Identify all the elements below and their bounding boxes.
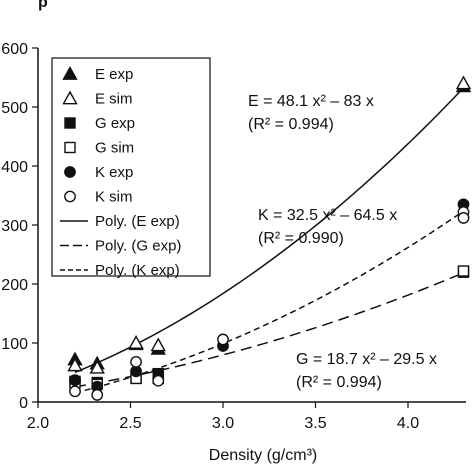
data-point (69, 385, 81, 398)
equation-label: K = 32.5 x² – 64.5 x (258, 207, 397, 224)
x-tick-label: 2.0 (27, 415, 49, 432)
legend-label: Poly. (E exp) (95, 213, 180, 230)
legend-label: Poly. (K exp) (95, 262, 180, 279)
y-tick-label: 300 (1, 218, 28, 235)
legend-label: E exp (95, 66, 133, 83)
legend-marker (64, 166, 76, 178)
header-fragment: p (38, 0, 48, 11)
x-tick-label: 4.0 (397, 415, 419, 432)
equation-label: G = 18.7 x² – 29.5 x (296, 351, 437, 368)
r-squared-label: (R² = 0.994) (248, 116, 334, 133)
legend: E exp E sim G exp G sim K exp K sim Poly. (E e… (51, 57, 211, 279)
data-point (130, 355, 142, 368)
y-tick-label: 100 (1, 336, 28, 353)
y-tick-label: 500 (1, 100, 28, 117)
data-point (67, 357, 83, 372)
data-points (67, 75, 472, 401)
legend-label: E sim (95, 91, 133, 108)
x-tick-label: 3.0 (212, 415, 234, 432)
axes: 2.0 2.5 3.0 3.5 4.0 0 100 200 300 400 500 600 Densit… (1, 41, 466, 464)
r-squared-label: (R² = 0.994) (296, 374, 382, 391)
x-tick-label: 3.5 (304, 415, 326, 432)
legend-marker (64, 141, 76, 154)
x-tick-label: 2.5 (119, 415, 141, 432)
legend-marker (62, 90, 78, 105)
legend-label: G exp (95, 115, 135, 132)
data-point (91, 389, 104, 401)
data-point (455, 75, 472, 90)
data-point (150, 337, 166, 352)
data-point (457, 212, 470, 224)
equation-label: E = 48.1 x² – 83 x (248, 93, 374, 110)
legend-marker (64, 190, 76, 203)
legend-label: G sim (95, 140, 134, 157)
data-point (217, 333, 229, 346)
y-tick-label: 200 (1, 277, 28, 294)
legend-label: K sim (95, 189, 133, 206)
data-point (128, 335, 144, 349)
fit-curve (74, 210, 464, 394)
annotations: E = 48.1 x² – 83 x (R² = 0.994) K = 32.5 x… (248, 93, 437, 391)
r-squared-label: (R² = 0.990) (258, 230, 344, 247)
data-point (457, 265, 470, 277)
y-tick-label: 0 (19, 395, 28, 412)
y-tick-label: 400 (1, 159, 28, 176)
data-point (152, 374, 165, 387)
legend-marker (62, 66, 78, 80)
legend-marker (64, 117, 76, 129)
legend-box (51, 57, 211, 277)
y-tick-label: 600 (1, 41, 28, 58)
legend-label: Poly. (G exp) (95, 238, 181, 255)
data-point (89, 359, 105, 374)
x-axis-title: Density (g/cm³) (209, 447, 317, 464)
data-point (69, 374, 81, 387)
legend-label: K exp (95, 164, 133, 181)
